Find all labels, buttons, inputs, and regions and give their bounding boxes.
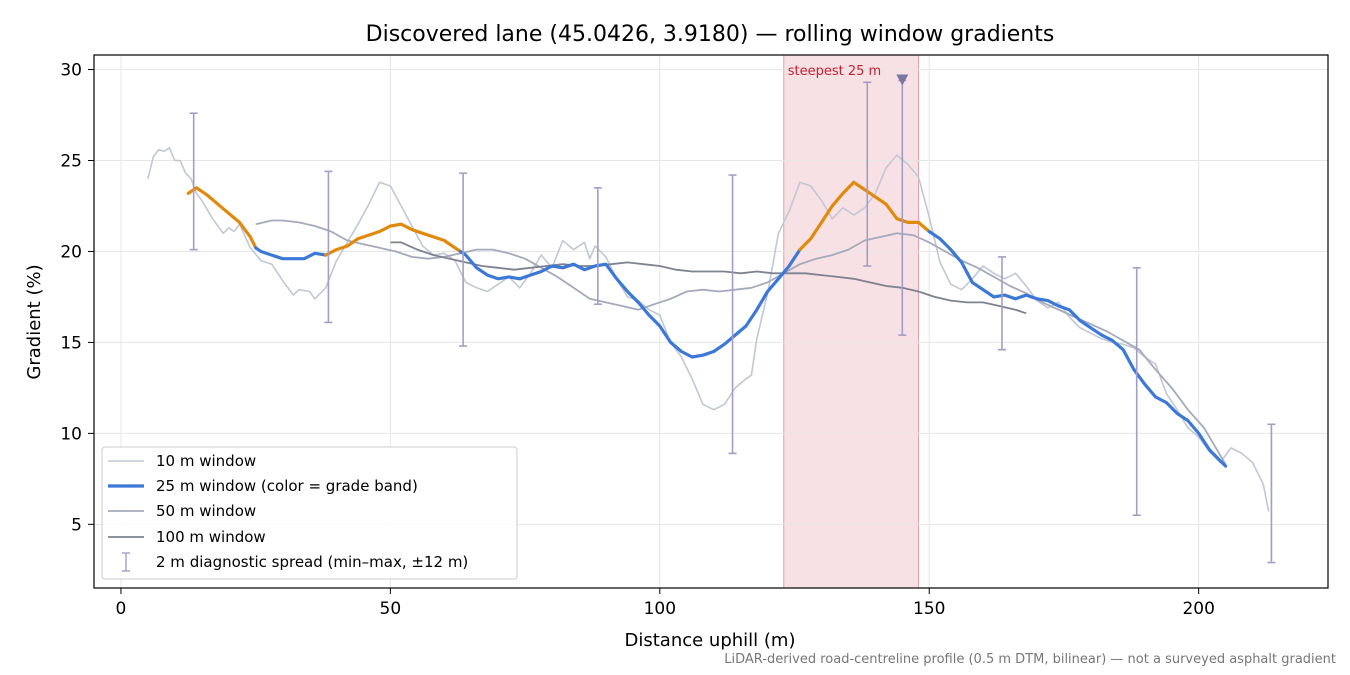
errorbar — [593, 186, 602, 306]
series-50m-line — [255, 219, 1227, 465]
series-25m-segment-blue — [458, 248, 802, 359]
errorbar — [1132, 267, 1141, 517]
errorbar — [863, 81, 872, 267]
errorbar — [459, 172, 468, 347]
errorbar — [1267, 423, 1276, 564]
errorbar — [189, 112, 198, 251]
legend-label-errorbar: 2 m diagnostic spread (min–max, ±12 m) — [156, 553, 468, 571]
y-tick-label: 5 — [71, 515, 82, 535]
x-tick-label: 50 — [380, 599, 402, 619]
legend-label-100m: 100 m window — [156, 528, 266, 546]
x-tick-label: 100 — [644, 599, 676, 619]
chart-title: Discovered lane (45.0426, 3.9180) — roll… — [366, 22, 1055, 47]
x-tick-label: 150 — [913, 599, 945, 619]
y-axis-label: Gradient (%) — [24, 264, 45, 379]
errorbar — [324, 170, 333, 324]
plot-frame — [93, 54, 1329, 589]
legend-label-25m: 25 m window (color = grade band) — [156, 477, 418, 495]
series-25m-segment-orange — [186, 186, 258, 250]
series-100m-line — [390, 241, 1027, 315]
series-25m-segment-orange — [324, 222, 462, 257]
y-tick-label: 20 — [60, 242, 82, 262]
legend-label-10m: 10 m window — [156, 452, 256, 470]
y-tick-label: 30 — [60, 61, 82, 81]
legend-box — [101, 446, 518, 580]
series-25m-segment-blue — [927, 229, 1228, 468]
y-tick-label: 25 — [60, 152, 82, 172]
x-tick-label: 200 — [1182, 599, 1214, 619]
steepest-annotation: steepest 25 m — [788, 64, 881, 79]
errorbar — [997, 256, 1006, 351]
steepest-band — [783, 54, 919, 589]
legend-label-50m: 50 m window — [156, 502, 256, 520]
errorbar — [728, 174, 737, 455]
legend: 10 m window 25 m window (color = grade b… — [101, 446, 518, 580]
footnote-caption: LiDAR-derived road-centreline profile (0… — [724, 652, 1336, 667]
x-axis-label: Distance uphill (m) — [625, 630, 796, 651]
y-tick-label: 10 — [60, 424, 82, 444]
steepest-marker — [896, 74, 909, 86]
series-25m-segment-blue — [254, 246, 328, 261]
y-tick-label: 15 — [60, 333, 82, 353]
series-25m-segment-orange — [798, 180, 931, 252]
legend-swatch-errorbar — [122, 552, 130, 572]
x-tick-label: 0 — [116, 599, 127, 619]
